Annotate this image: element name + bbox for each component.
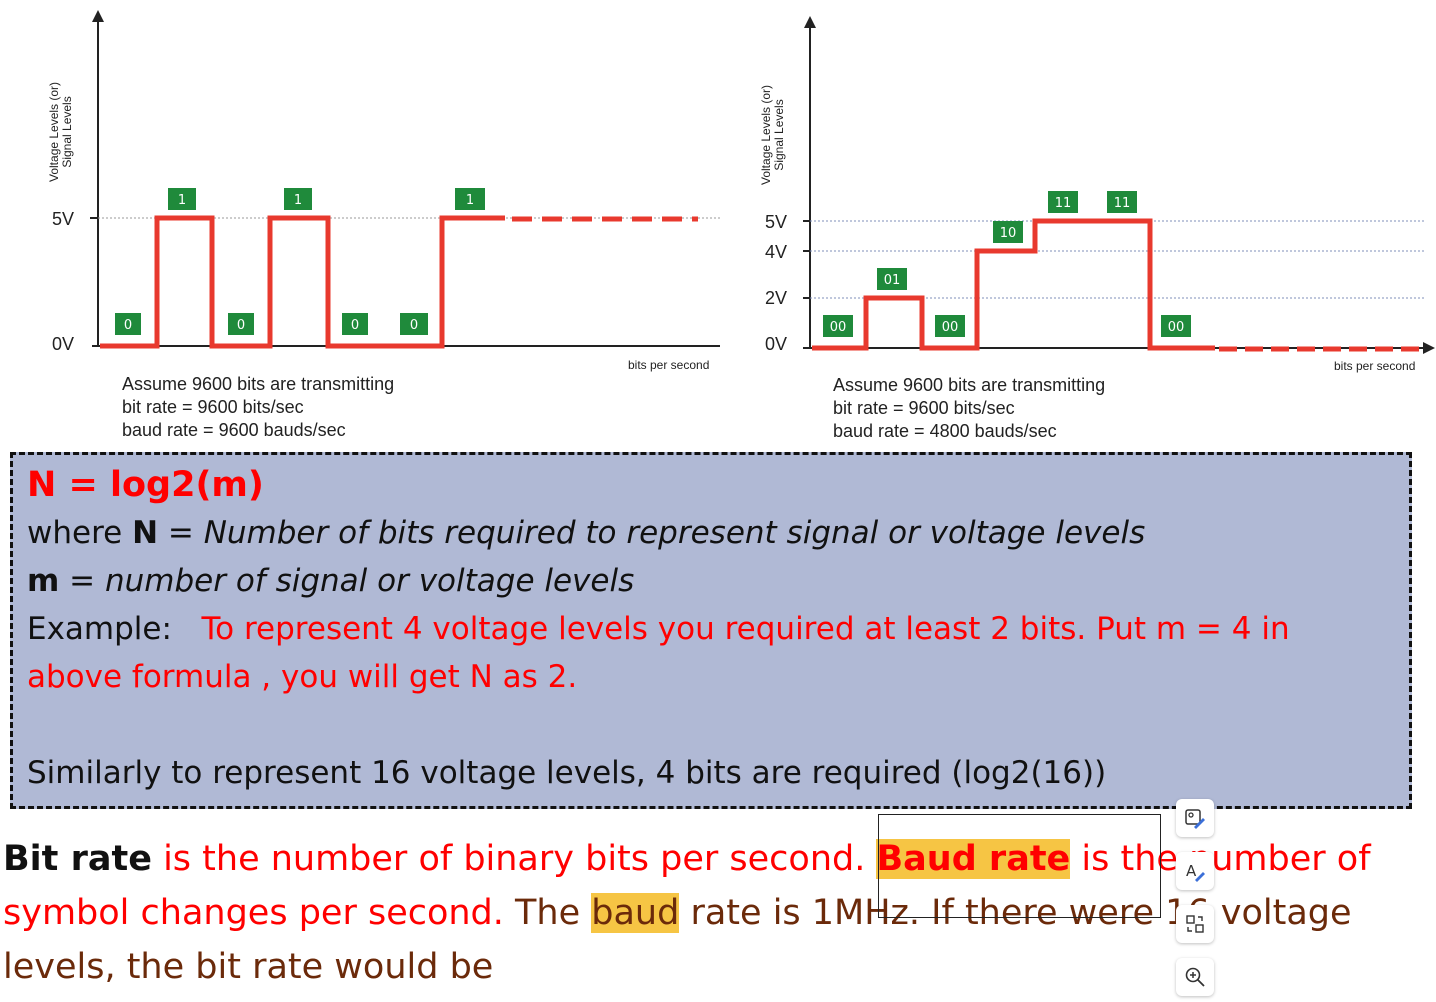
right-4v-label: 4V xyxy=(765,242,787,262)
svg-text:1: 1 xyxy=(466,193,474,208)
symbol-box-3: 10 xyxy=(993,221,1023,243)
svg-text:00: 00 xyxy=(942,320,959,335)
svg-text:11: 11 xyxy=(1055,196,1072,211)
svg-text:0: 0 xyxy=(410,318,418,333)
left-5v-label: 5V xyxy=(52,209,74,229)
right-2v-label: 2V xyxy=(765,288,787,308)
left-signal-chart: Voltage Levels (or) Signal Levels 5V 0V … xyxy=(0,0,725,450)
formula-similarly: Similarly to represent 16 voltage levels… xyxy=(27,755,1107,791)
symbol-box-6: 00 xyxy=(1161,315,1191,337)
svg-text:00: 00 xyxy=(830,320,847,335)
left-chart-svg: 5V 0V 0 1 0 1 0 0 1 bits per second xyxy=(52,10,720,372)
symbol-box-5: 11 xyxy=(1107,191,1137,213)
bottom-line1: Bit rate is the number of binary bits pe… xyxy=(3,839,1371,879)
svg-text:1: 1 xyxy=(178,193,186,208)
formula-title: N = log2(m) xyxy=(27,465,264,505)
right-signal-chart: Voltage Levels (or) Signal Levels 5V 4V … xyxy=(725,0,1436,450)
symbol-box-2: 00 xyxy=(935,315,965,337)
right-x-arrow xyxy=(1423,342,1435,354)
bit-box-2: 0 xyxy=(228,313,254,335)
svg-text:00: 00 xyxy=(1168,320,1185,335)
symbol-box-4: 11 xyxy=(1048,191,1078,213)
bottom-paragraph: Bit rate is the number of binary bits pe… xyxy=(3,832,1436,994)
bottom-line3: levels, the bit rate would be xyxy=(3,947,494,987)
right-0v-label: 0V xyxy=(765,334,787,354)
image-edit-icon[interactable] xyxy=(1176,799,1214,837)
svg-text:A: A xyxy=(1186,862,1197,880)
left-signal-line xyxy=(100,215,505,349)
left-caption: Assume 9600 bits are transmitting bit ra… xyxy=(122,374,395,440)
left-xlabel: bits per second xyxy=(628,358,709,372)
bit-box-5: 0 xyxy=(400,313,428,335)
right-y-arrow xyxy=(804,16,816,28)
right-5v-label: 5V xyxy=(765,212,787,232)
svg-text:01: 01 xyxy=(884,273,901,288)
bit-box-6: 1 xyxy=(455,188,485,210)
bit-box-1: 1 xyxy=(168,188,196,210)
right-caption: Assume 9600 bits are transmitting bit ra… xyxy=(833,375,1106,441)
zoom-in-icon[interactable] xyxy=(1176,958,1214,996)
svg-text:1: 1 xyxy=(294,193,302,208)
text-edit-icon[interactable]: A xyxy=(1176,852,1214,890)
selection-rectangle[interactable] xyxy=(878,814,1161,918)
svg-text:10: 10 xyxy=(1000,226,1017,241)
bottom-line2: symbol changes per second. The baud rate… xyxy=(3,893,1352,933)
svg-text:0: 0 xyxy=(124,318,132,333)
svg-text:11: 11 xyxy=(1114,196,1131,211)
bit-box-0: 0 xyxy=(115,313,141,335)
right-signal-line xyxy=(812,218,1215,351)
right-chart-svg: 5V 4V 2V 0V 00 01 00 10 11 11 00 bits pe… xyxy=(765,16,1435,373)
formula-m-definition: m = number of signal or voltage levels xyxy=(27,563,635,599)
formula-example-line1: Example: To represent 4 voltage levels y… xyxy=(27,611,1290,647)
left-y-arrow xyxy=(92,10,104,22)
left-0v-label: 0V xyxy=(52,334,74,354)
formula-example-line2: above formula , you will get N as 2. xyxy=(27,659,578,695)
symbol-box-0: 00 xyxy=(823,315,853,337)
svg-text:0: 0 xyxy=(351,318,359,333)
bit-box-3: 1 xyxy=(284,188,312,210)
svg-text:0: 0 xyxy=(237,318,245,333)
bit-box-4: 0 xyxy=(342,313,368,335)
formula-box: N = log2(m) where N = Number of bits req… xyxy=(10,452,1412,809)
formula-n-definition: where N = Number of bits required to rep… xyxy=(27,515,1146,551)
right-xlabel: bits per second xyxy=(1334,359,1415,373)
symbol-box-1: 01 xyxy=(877,268,907,290)
swap-icon[interactable] xyxy=(1176,905,1214,943)
